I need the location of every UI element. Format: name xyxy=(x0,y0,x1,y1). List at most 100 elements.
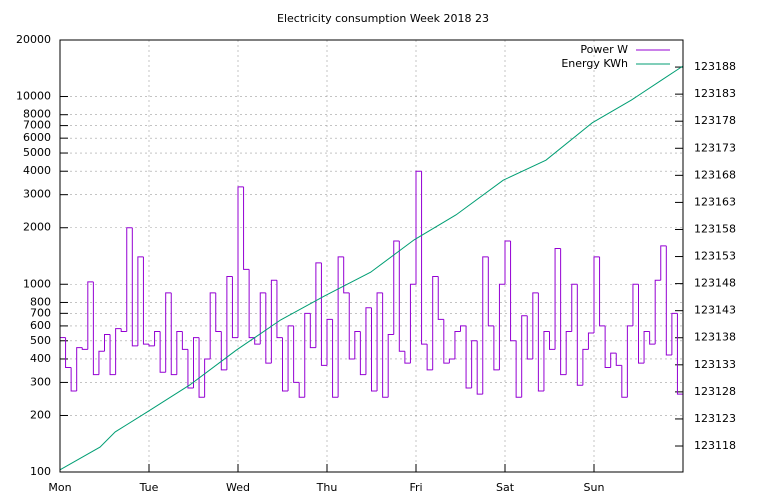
power-step xyxy=(231,276,238,339)
power-step xyxy=(526,315,533,360)
power-step xyxy=(482,256,489,395)
energy-line xyxy=(59,65,684,471)
power-step xyxy=(549,331,556,350)
power-step xyxy=(109,334,116,376)
power-step xyxy=(660,245,667,281)
power-step xyxy=(226,275,233,370)
power-step xyxy=(142,256,149,345)
power-step xyxy=(409,283,416,364)
power-step xyxy=(415,170,422,285)
power-step xyxy=(593,256,600,334)
power-step xyxy=(671,312,678,355)
power-step xyxy=(426,344,433,371)
power-step xyxy=(654,279,661,345)
power-step xyxy=(604,325,611,369)
y2-tick-label: 123168 xyxy=(694,168,736,181)
power-step xyxy=(259,292,266,345)
y-tick-label: 5000 xyxy=(23,146,51,159)
power-step xyxy=(104,333,111,352)
power-step xyxy=(276,280,283,339)
power-step xyxy=(159,331,166,373)
power-step xyxy=(554,248,561,350)
power-step xyxy=(576,284,583,386)
x-tick-label: Tue xyxy=(139,481,159,494)
power-step xyxy=(626,325,633,398)
y-tick-label: 400 xyxy=(30,352,51,365)
power-step xyxy=(560,248,567,376)
y-tick-label: 800 xyxy=(30,295,51,308)
power-step xyxy=(298,382,305,398)
x-tick-label: Sat xyxy=(496,481,515,494)
y2-tick-label: 123148 xyxy=(694,277,736,290)
power-step xyxy=(615,353,622,366)
power-step xyxy=(115,328,122,375)
power-step xyxy=(309,313,316,349)
y-tick-label: 600 xyxy=(30,319,51,332)
power-step xyxy=(393,240,400,335)
power-step xyxy=(131,227,138,347)
power-step xyxy=(621,365,628,398)
y2-tick-label: 123118 xyxy=(694,439,736,452)
power-step xyxy=(565,331,572,375)
power-step xyxy=(170,292,177,376)
y-tick-label: 3000 xyxy=(23,188,51,201)
power-step xyxy=(404,351,411,364)
legend-label: Power W xyxy=(580,43,628,56)
y-tick-label: 300 xyxy=(30,375,51,388)
y2-tick-label: 123153 xyxy=(694,250,736,263)
power-step xyxy=(165,292,172,373)
y2-tick-label: 123163 xyxy=(694,195,736,208)
plot-frame xyxy=(59,39,684,473)
power-step xyxy=(332,319,339,398)
power-step xyxy=(365,307,372,375)
y2-tick-label: 123138 xyxy=(694,331,736,344)
power-step xyxy=(471,340,478,389)
power-step xyxy=(282,337,289,392)
y-tick-label: 500 xyxy=(30,334,51,347)
power-step xyxy=(270,279,277,364)
power-step xyxy=(181,331,188,350)
power-step xyxy=(148,344,155,347)
y-tick-label: 700 xyxy=(30,306,51,319)
power-step xyxy=(398,240,405,352)
y-tick-label: 1000 xyxy=(23,277,51,290)
power-step xyxy=(320,262,327,366)
y2-tick-label: 123188 xyxy=(694,60,736,73)
power-step xyxy=(87,281,94,350)
y2-tick-label: 123183 xyxy=(694,87,736,100)
power-step xyxy=(382,292,389,398)
y2-tick-label: 123178 xyxy=(694,114,736,127)
power-step xyxy=(198,337,205,398)
y2-tick-label: 123128 xyxy=(694,385,736,398)
power-step xyxy=(649,331,656,345)
y2-tick-label: 123143 xyxy=(694,304,736,317)
power-step xyxy=(448,358,455,364)
power-step xyxy=(638,284,645,364)
power-step xyxy=(265,292,272,364)
power-step xyxy=(493,325,500,371)
power-step xyxy=(510,240,517,342)
y2-tick-label: 123133 xyxy=(694,358,736,371)
power-step xyxy=(126,227,133,332)
power-step xyxy=(343,256,350,294)
power-step xyxy=(521,315,528,398)
y-tick-label: 4000 xyxy=(23,164,51,177)
y-tick-label: 6000 xyxy=(23,131,51,144)
y-tick-label: 200 xyxy=(30,408,51,421)
power-step xyxy=(120,328,127,333)
power-step xyxy=(465,325,472,389)
power-step xyxy=(504,240,511,285)
power-step xyxy=(487,256,494,327)
power-step xyxy=(243,186,250,270)
power-step xyxy=(515,340,522,398)
power-step xyxy=(665,245,672,356)
power-step xyxy=(326,318,333,366)
power-step xyxy=(209,292,216,359)
power-step xyxy=(437,276,444,320)
chart-title: Electricity consumption Week 2018 23 xyxy=(277,12,489,25)
y-tick-label: 10000 xyxy=(16,90,51,103)
power-step xyxy=(215,292,222,333)
power-step xyxy=(154,331,161,346)
y-tick-label: 2000 xyxy=(23,221,51,234)
power-step xyxy=(376,292,383,392)
